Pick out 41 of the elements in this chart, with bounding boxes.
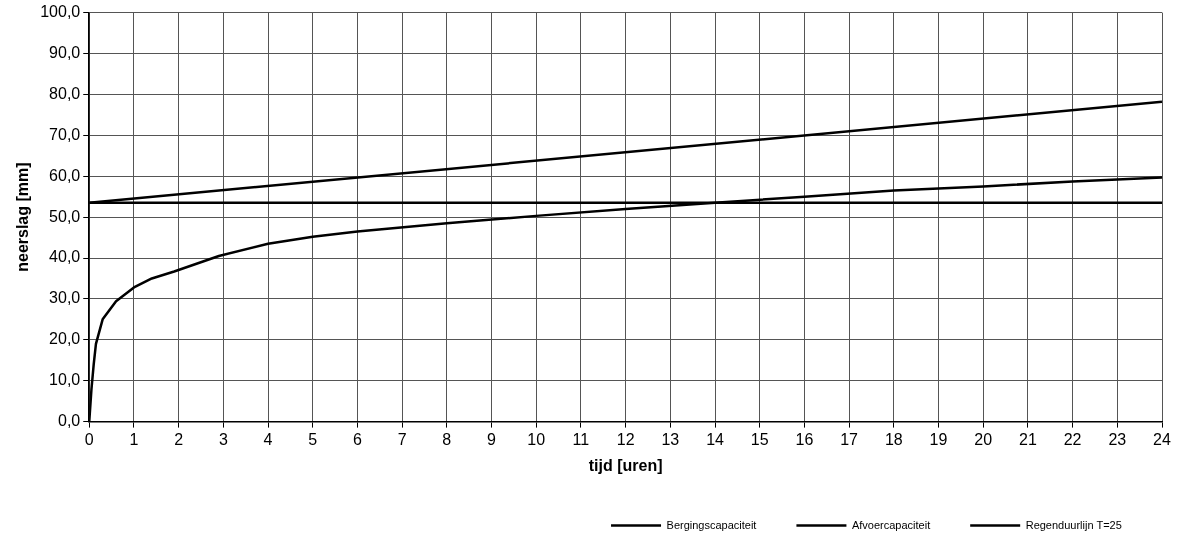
y-axis-title: neerslag [mm] — [14, 162, 32, 272]
x-tick-label: 6 — [352, 430, 362, 448]
x-tick-label: 19 — [929, 430, 948, 448]
y-tick-label: 10,0 — [49, 371, 81, 389]
x-tick-label: 23 — [1108, 430, 1127, 448]
y-tick-label: 70,0 — [49, 125, 81, 143]
y-tick-label: 30,0 — [49, 289, 81, 307]
x-tick-label: 14 — [706, 430, 725, 448]
x-tick-label: 11 — [572, 430, 590, 448]
y-tick-label: 40,0 — [49, 248, 81, 266]
legend-label: Bergingscapaciteit — [666, 518, 757, 531]
y-tick-label: 50,0 — [49, 207, 81, 225]
x-tick-label: 1 — [129, 430, 139, 448]
x-tick-label: 21 — [1019, 430, 1037, 448]
x-tick-label: 13 — [661, 430, 680, 448]
x-tick-label: 3 — [218, 430, 228, 448]
x-tick-label: 24 — [1153, 430, 1171, 448]
x-tick-label: 0 — [84, 430, 94, 448]
x-tick-label: 4 — [263, 430, 273, 448]
y-tick-label: 20,0 — [49, 330, 81, 348]
y-tick-label: 100,0 — [40, 3, 81, 21]
x-tick-label: 2 — [174, 430, 184, 448]
x-tick-label: 22 — [1063, 430, 1082, 448]
y-tick-label: 60,0 — [49, 166, 81, 184]
y-tick-label: 90,0 — [49, 43, 81, 61]
x-tick-label: 8 — [442, 430, 452, 448]
legend-label: Regenduurlijn T=25 — [1025, 518, 1122, 531]
x-tick-label: 7 — [397, 430, 407, 448]
y-tick-label: 0,0 — [57, 412, 81, 430]
x-tick-label: 17 — [840, 430, 859, 448]
x-tick-label: 9 — [487, 430, 497, 448]
x-tick-label: 12 — [616, 430, 635, 448]
x-tick-label: 10 — [527, 430, 546, 448]
legend-label: Afvoercapaciteit — [851, 518, 931, 531]
y-tick-label: 80,0 — [49, 84, 81, 102]
x-tick-label: 18 — [884, 430, 903, 448]
x-tick-label: 15 — [750, 430, 769, 448]
x-tick-label: 5 — [308, 430, 318, 448]
x-axis-title: tijd [uren] — [588, 456, 663, 474]
x-tick-label: 20 — [974, 430, 993, 448]
x-tick-label: 16 — [795, 430, 814, 448]
